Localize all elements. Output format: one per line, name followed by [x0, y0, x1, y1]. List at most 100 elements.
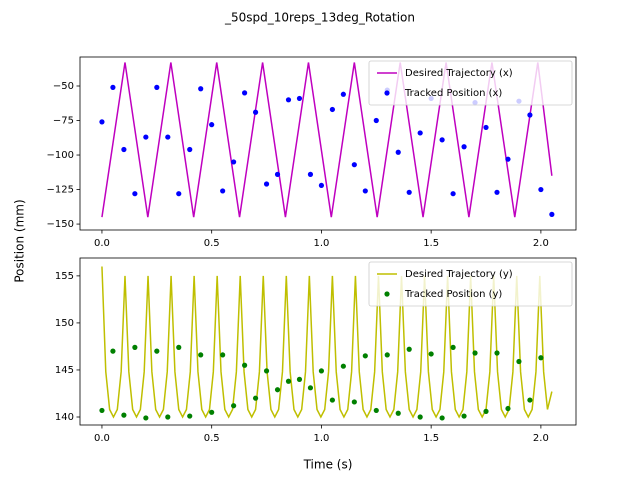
tracked-point [505, 405, 511, 412]
x-tick-label: 1.5 [423, 238, 439, 249]
tracked-point [165, 134, 171, 140]
y-tick-label: −75 [53, 116, 74, 127]
y-tick-label: −150 [47, 219, 74, 230]
x-tick-label: 1.0 [313, 433, 329, 444]
tracked-point [439, 415, 445, 421]
tracked-point [231, 403, 237, 409]
y-tick-label: −50 [53, 81, 74, 92]
x-tick-label: 1.5 [423, 433, 439, 444]
legend-label: Desired Trajectory (y) [405, 269, 513, 280]
tracked-point [187, 146, 193, 153]
tracked-point [329, 397, 335, 403]
x-tick-label: 0.5 [204, 238, 220, 249]
tracked-point [461, 413, 467, 419]
tracked-point [307, 171, 314, 177]
x-axis-label: Time (s) [303, 458, 353, 472]
tracked-point [296, 376, 303, 382]
y-tick-label: 155 [55, 271, 74, 282]
tracked-point [220, 352, 226, 358]
tracked-point [340, 363, 346, 369]
y-tick-label: 140 [55, 412, 74, 423]
tracked-point [296, 95, 303, 102]
tracked-point [110, 348, 116, 354]
tracked-point [329, 106, 335, 113]
legend-label: Desired Trajectory (x) [405, 68, 513, 79]
tracked-point [549, 211, 555, 217]
tracked-point [231, 159, 237, 165]
tracked-point [318, 368, 325, 374]
tracked-point [428, 351, 434, 357]
tracked-point [252, 109, 259, 115]
tracked-point [176, 191, 182, 197]
tracked-point [362, 188, 368, 194]
tracked-point [351, 399, 357, 405]
tracked-point [187, 413, 193, 419]
tracked-point [110, 84, 116, 90]
legend-box [368, 261, 573, 307]
tracked-point [373, 407, 379, 414]
tracked-point [99, 119, 105, 125]
tracked-point [384, 352, 390, 358]
tracked-point [538, 186, 544, 193]
axes-frame [79, 257, 577, 426]
x-tick-label: 1.0 [313, 238, 329, 249]
tracked-point [176, 344, 182, 350]
tracked-point [483, 124, 489, 131]
y-tick-label: −100 [47, 150, 74, 161]
tracked-point [132, 344, 138, 350]
tracked-point [527, 112, 533, 118]
y-axis-label: Position (mm) [13, 199, 27, 282]
tracked-point [198, 352, 204, 358]
tracked-point [154, 84, 160, 90]
tracked-point [285, 378, 292, 384]
tracked-point [417, 414, 423, 420]
legend-swatch [384, 291, 390, 297]
legend-label: Tracked Position (y) [404, 289, 502, 300]
tracked-point [406, 346, 412, 352]
tracked-point [220, 188, 226, 194]
tracked-point [263, 368, 270, 374]
tracked-point [395, 149, 401, 155]
tracked-point [242, 362, 248, 368]
tracked-point [209, 122, 215, 128]
tracked-point [373, 117, 379, 124]
tracked-point [450, 344, 456, 350]
tracked-point [274, 171, 281, 177]
tracked-point [494, 189, 500, 195]
axes-frame [79, 56, 577, 231]
tracked-point [165, 414, 171, 420]
tracked-point [472, 350, 478, 356]
tracked-point [143, 134, 149, 140]
tracked-point [121, 412, 127, 418]
tracked-point [132, 191, 138, 197]
tracked-point [527, 397, 533, 403]
y-tick-label: 150 [55, 318, 74, 329]
tracked-point [406, 189, 412, 195]
tracked-point [395, 410, 401, 416]
tracked-point [505, 156, 511, 162]
x-tick-label: 0.0 [94, 238, 110, 249]
tracked-point [274, 387, 281, 393]
tracked-point [252, 395, 259, 401]
tracked-point [483, 408, 489, 414]
tracked-point [242, 90, 248, 96]
tracked-point [494, 350, 500, 356]
tracked-point [198, 86, 204, 92]
tracked-point [340, 91, 346, 97]
x-tick-label: 2.0 [533, 433, 549, 444]
x-tick-label: 0.0 [94, 433, 110, 444]
tracked-point [538, 355, 544, 361]
tracked-point [461, 144, 467, 150]
trajectory-line [101, 266, 553, 419]
x-tick-label: 0.5 [204, 433, 220, 444]
legend-box [368, 60, 573, 106]
tracked-point [362, 353, 368, 359]
tracked-point [99, 407, 105, 414]
tracked-point [263, 181, 270, 187]
tracked-point [318, 182, 325, 189]
x-tick-label: 2.0 [533, 238, 549, 249]
y-tick-label: 145 [55, 365, 74, 376]
tracked-point [516, 358, 522, 365]
tracked-point [351, 162, 357, 168]
